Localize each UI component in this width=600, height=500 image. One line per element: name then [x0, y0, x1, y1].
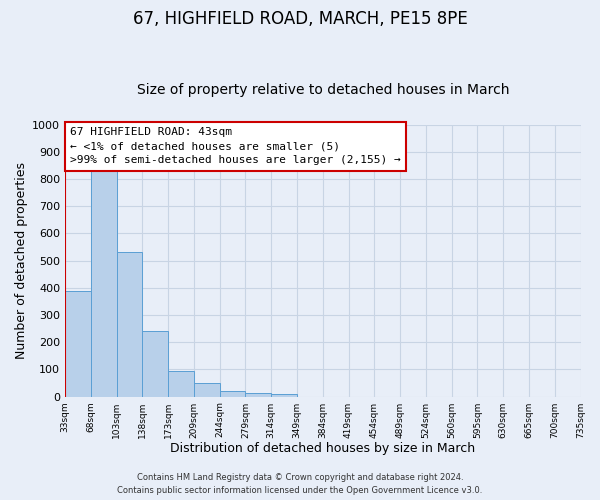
Bar — [91, 172, 116, 396]
Title: Size of property relative to detached houses in March: Size of property relative to detached ho… — [137, 83, 509, 97]
Bar — [245, 392, 271, 396]
X-axis label: Distribution of detached houses by size in March: Distribution of detached houses by size … — [170, 442, 475, 455]
Text: 67 HIGHFIELD ROAD: 43sqm
← <1% of detached houses are smaller (5)
>99% of semi-d: 67 HIGHFIELD ROAD: 43sqm ← <1% of detach… — [70, 128, 401, 166]
Bar — [116, 252, 142, 396]
Bar — [194, 383, 220, 396]
Y-axis label: Number of detached properties: Number of detached properties — [15, 162, 28, 359]
Bar — [168, 372, 194, 396]
Text: Contains HM Land Registry data © Crown copyright and database right 2024.
Contai: Contains HM Land Registry data © Crown c… — [118, 474, 482, 495]
Bar — [65, 290, 91, 397]
Bar — [271, 394, 297, 396]
Text: 67, HIGHFIELD ROAD, MARCH, PE15 8PE: 67, HIGHFIELD ROAD, MARCH, PE15 8PE — [133, 10, 467, 28]
Bar — [220, 391, 245, 396]
Bar — [142, 332, 168, 396]
